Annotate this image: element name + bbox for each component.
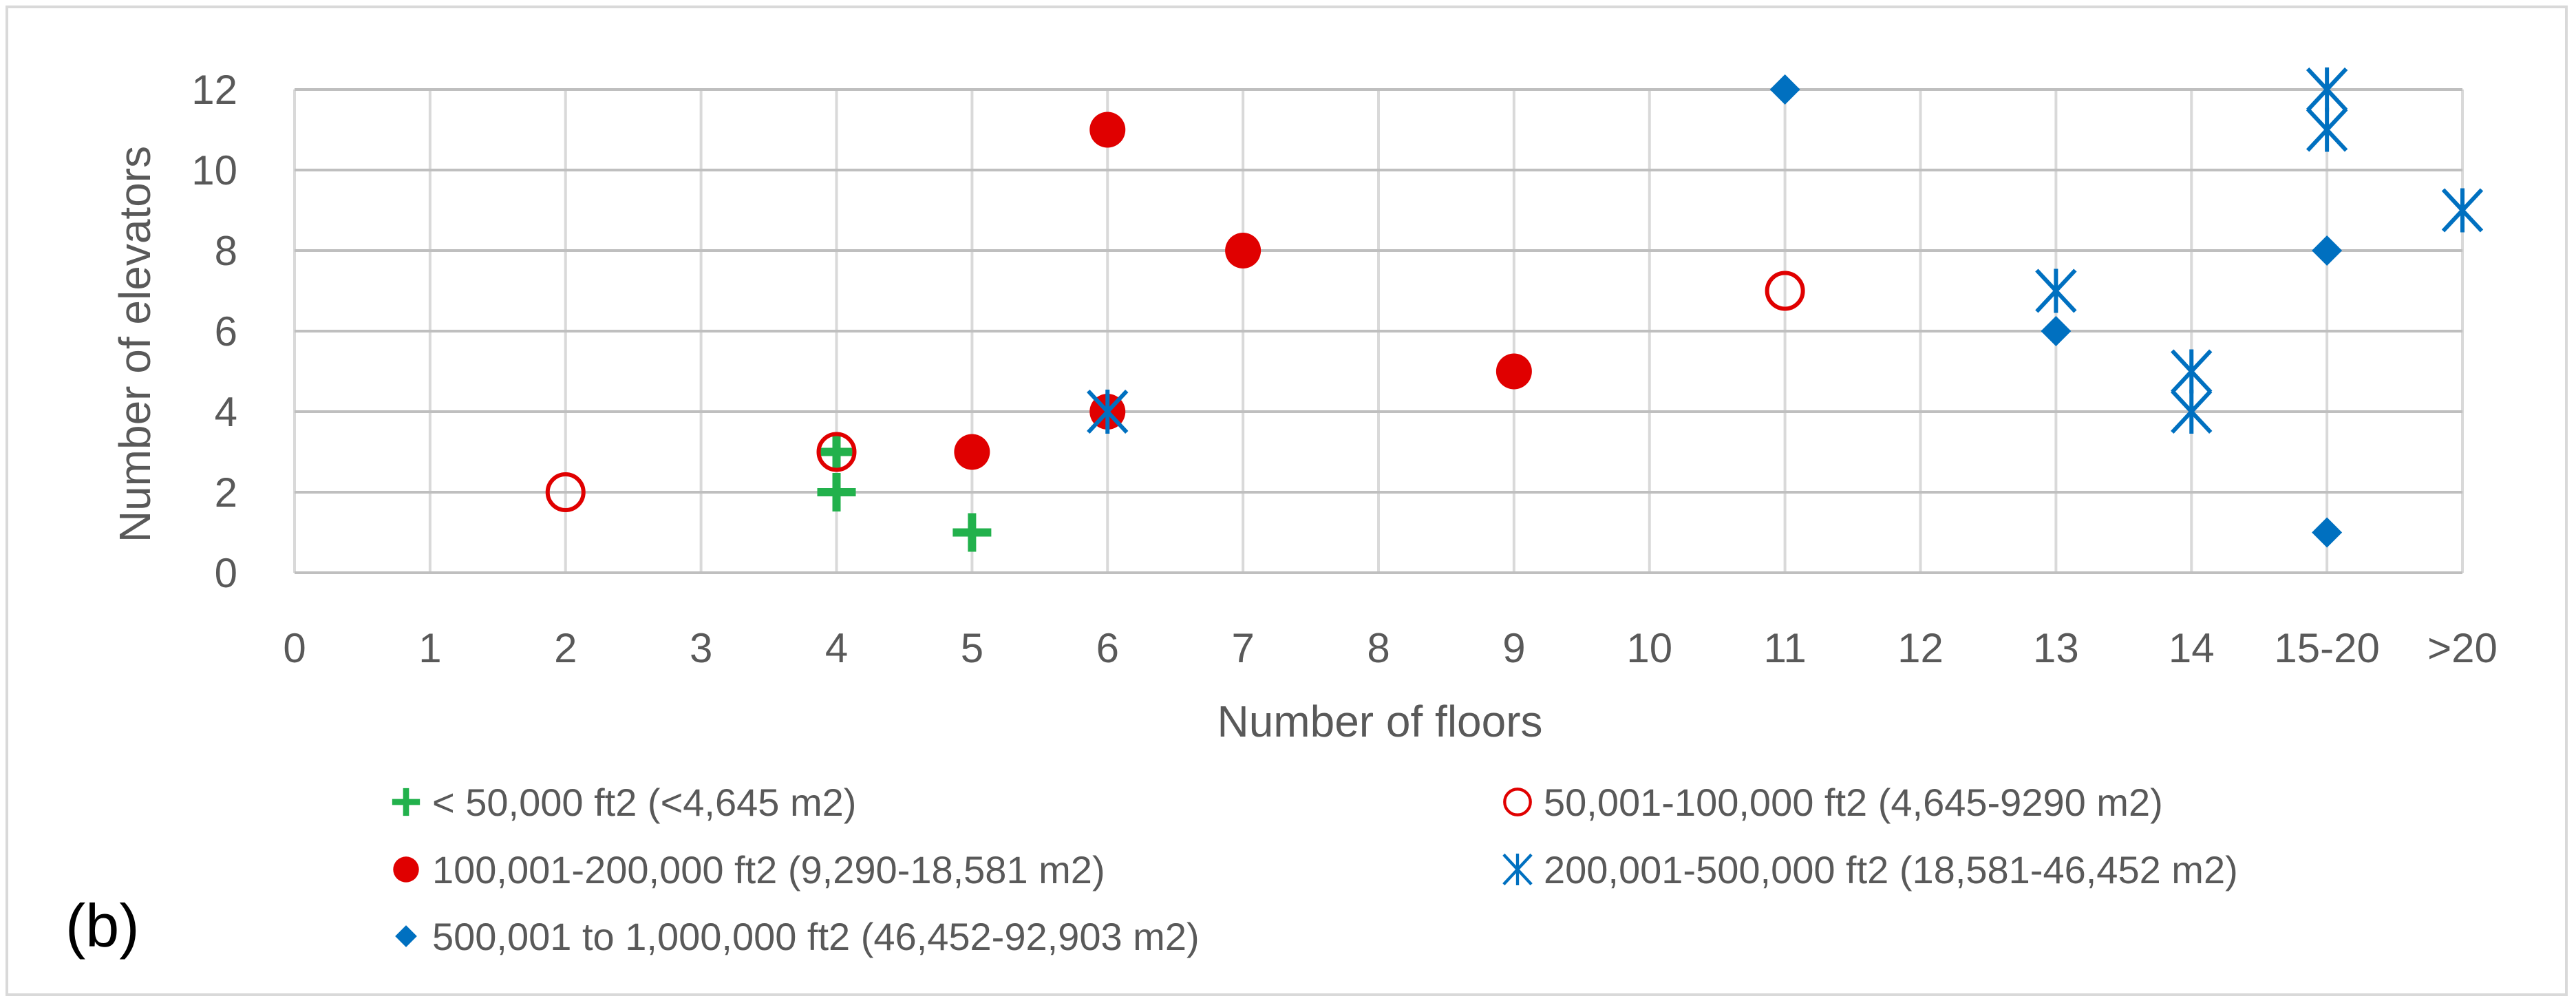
data-point-circle-filled <box>1495 353 1532 390</box>
y-tick-label: 2 <box>215 469 237 516</box>
legend-item: < 50,000 ft2 (<4,645 m2) <box>392 781 856 824</box>
legend-item: 200,001-500,000 ft2 (18,581-46,452 m2) <box>1502 848 2238 891</box>
data-marks <box>545 67 2484 552</box>
legend-item: 500,001 to 1,000,000 ft2 (46,452-92,903 … <box>395 915 1200 958</box>
diamond-icon <box>395 925 417 947</box>
x-tick-label: 2 <box>554 625 577 671</box>
legend-label: 50,001-100,000 ft2 (4,645-9290 m2) <box>1544 781 2163 824</box>
data-point-circle-filled <box>954 434 990 470</box>
legend-label: 500,001 to 1,000,000 ft2 (46,452-92,903 … <box>432 915 1200 958</box>
legend-label: 100,001-200,000 ft2 (9,290-18,581 m2) <box>432 848 1105 891</box>
x-tick-label: 10 <box>1626 625 1672 671</box>
data-point-star <box>2171 389 2213 434</box>
x-tick-label: 13 <box>2033 625 2079 671</box>
data-point-star <box>2306 107 2348 152</box>
data-point-diamond <box>1769 74 1800 105</box>
data-point-star <box>2306 67 2348 112</box>
data-point-star <box>1087 389 1129 434</box>
data-point-star <box>2441 188 2484 233</box>
circle-icon <box>1503 788 1532 816</box>
x-tick-label: 15-20 <box>2274 625 2379 671</box>
y-axis-title: Number of elevators <box>110 146 160 542</box>
y-tick-label: 4 <box>215 389 237 435</box>
y-tick-label: 6 <box>215 308 237 355</box>
x-tick-label: 4 <box>825 625 848 671</box>
data-point-circle-open <box>816 432 857 472</box>
x-axis-title: Number of floors <box>1217 697 1542 746</box>
x-tick-label: 3 <box>690 625 712 671</box>
y-tick-label: 0 <box>215 550 237 596</box>
data-point-star <box>2035 268 2077 313</box>
data-point-diamond <box>2041 316 2072 346</box>
asterisk-icon <box>1502 853 1533 886</box>
circle-icon <box>393 856 419 883</box>
data-point-circle-filled <box>1225 233 1262 268</box>
data-point-circle-open <box>545 472 586 512</box>
x-tick-label: 14 <box>2169 625 2215 671</box>
legend-label: < 50,000 ft2 (<4,645 m2) <box>432 781 856 824</box>
x-tick-label: 7 <box>1231 625 1254 671</box>
y-axis-ticks: 0 2 4 6 8 10 12 <box>191 67 237 596</box>
data-point-plus <box>952 513 992 552</box>
y-tick-label: 8 <box>215 228 237 274</box>
y-tick-label: 12 <box>191 67 237 113</box>
data-point-diamond <box>2312 235 2343 266</box>
legend-item: 50,001-100,000 ft2 (4,645-9290 m2) <box>1503 781 2163 824</box>
x-tick-label: 6 <box>1096 625 1119 671</box>
x-tick-label: 0 <box>283 625 306 671</box>
legend-label: 200,001-500,000 ft2 (18,581-46,452 m2) <box>1544 848 2238 891</box>
grid <box>293 88 2464 574</box>
data-point-circle-open <box>1765 271 1805 311</box>
x-tick-label: 1 <box>418 625 441 671</box>
plus-icon <box>392 788 421 816</box>
legend-item: 100,001-200,000 ft2 (9,290-18,581 m2) <box>393 848 1105 891</box>
data-point-diamond <box>2312 517 2343 548</box>
data-point-star <box>2171 349 2213 394</box>
y-tick-label: 10 <box>191 147 237 193</box>
x-tick-label: 5 <box>961 625 983 671</box>
x-axis-ticks: 0 1 2 3 4 5 6 7 8 9 10 11 12 13 14 15-20 >20 <box>283 625 2498 671</box>
x-tick-label: >20 <box>2427 625 2498 671</box>
data-point-circle-filled <box>1089 112 1126 148</box>
legend: < 50,000 ft2 (<4,645 m2) 50,001-100,000 f… <box>392 781 2238 958</box>
panel-label: (b) <box>65 891 140 960</box>
data-point-plus <box>817 432 856 472</box>
x-tick-label: 8 <box>1367 625 1390 671</box>
data-point-plus <box>817 473 856 511</box>
x-tick-label: 9 <box>1502 625 1525 671</box>
x-tick-label: 12 <box>1897 625 1944 671</box>
x-tick-label: 11 <box>1763 625 1806 671</box>
